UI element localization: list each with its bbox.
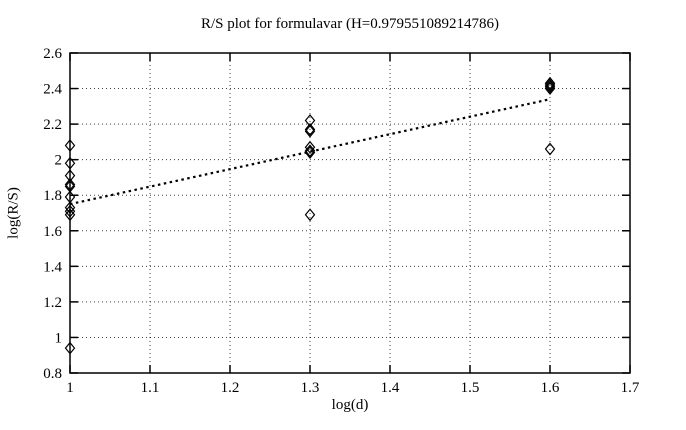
data-point-diamond (64, 204, 76, 218)
data-point-diamond (64, 208, 76, 222)
data-point-diamond (544, 82, 556, 96)
y-tick-label: 1.4 (43, 259, 62, 275)
trend-line (69, 98, 551, 206)
y-tick-label: 2.6 (43, 46, 62, 62)
y-tick-label: 2.4 (43, 82, 62, 98)
y-tick-label: 1 (55, 330, 63, 346)
data-point-diamond (544, 142, 556, 156)
data-point-diamond (304, 144, 316, 158)
data-point-diamond (304, 208, 316, 222)
data-point-diamond (544, 76, 556, 90)
x-tick-label: 1 (66, 380, 74, 396)
x-axis-label: log(d) (331, 397, 369, 413)
data-point-diamond (64, 201, 76, 215)
data-point-diamond (64, 178, 76, 192)
x-tick-label: 1.6 (541, 380, 560, 396)
y-axis-label: log(R/S) (5, 187, 22, 239)
y-tick-label: 1.6 (43, 224, 62, 240)
x-tick-label: 1.4 (381, 380, 400, 396)
chart-title: R/S plot for formulavar (H=0.97955108921… (200, 16, 499, 32)
data-point-diamond (304, 140, 316, 154)
y-tick-label: 0.8 (43, 366, 62, 382)
data-point-diamond (64, 341, 76, 355)
x-tick-label: 1.7 (621, 380, 640, 396)
data-point-diamond (64, 138, 76, 152)
x-tick-label: 1.3 (301, 380, 320, 396)
x-tick-label: 1.5 (461, 380, 480, 396)
x-tick-label: 1.1 (141, 380, 160, 396)
data-point-diamond (64, 156, 76, 170)
y-tick-label: 2 (55, 153, 63, 169)
data-point-diamond (544, 80, 556, 94)
data-point-diamond (544, 78, 556, 92)
x-tick-label: 1.2 (221, 380, 240, 396)
data-point-diamond (304, 122, 316, 136)
data-point-diamond (304, 146, 316, 160)
y-tick-label: 1.2 (43, 295, 62, 311)
y-tick-label: 2.2 (43, 117, 62, 133)
data-point-diamond (64, 190, 76, 204)
y-tick-label: 1.8 (43, 188, 62, 204)
data-point-diamond (304, 124, 316, 138)
